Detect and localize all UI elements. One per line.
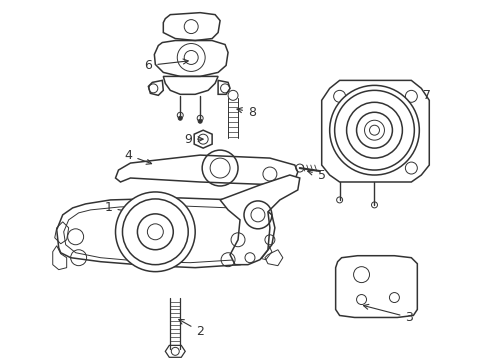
Circle shape	[198, 119, 202, 123]
Text: 5: 5	[307, 168, 325, 181]
Circle shape	[329, 85, 419, 175]
Text: 8: 8	[237, 106, 255, 119]
Text: 2: 2	[179, 319, 203, 338]
Text: 7: 7	[423, 89, 430, 102]
Polygon shape	[57, 198, 274, 268]
Text: 3: 3	[363, 304, 412, 324]
Polygon shape	[220, 175, 299, 265]
Text: 1: 1	[104, 201, 161, 219]
Circle shape	[178, 116, 182, 120]
Text: 4: 4	[124, 149, 151, 164]
Text: 9: 9	[184, 132, 203, 146]
Text: 6: 6	[144, 59, 188, 72]
Circle shape	[115, 192, 195, 272]
